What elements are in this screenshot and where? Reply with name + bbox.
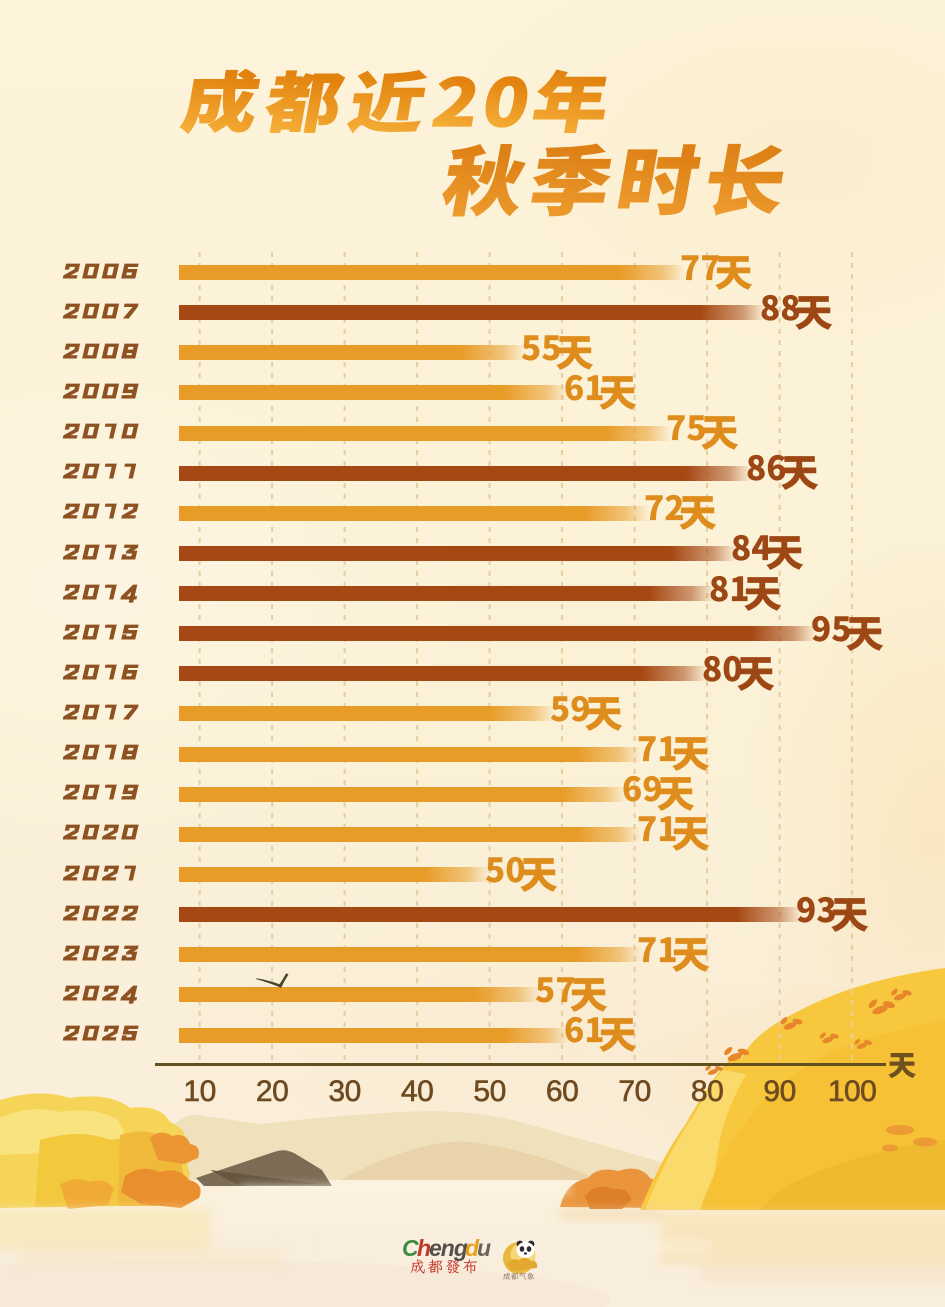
svg-text:d: d: [465, 1235, 480, 1261]
svg-text:u: u: [477, 1235, 491, 1261]
svg-text:h: h: [417, 1235, 431, 1261]
svg-text:C: C: [402, 1235, 419, 1261]
svg-text:eng: eng: [429, 1235, 468, 1261]
